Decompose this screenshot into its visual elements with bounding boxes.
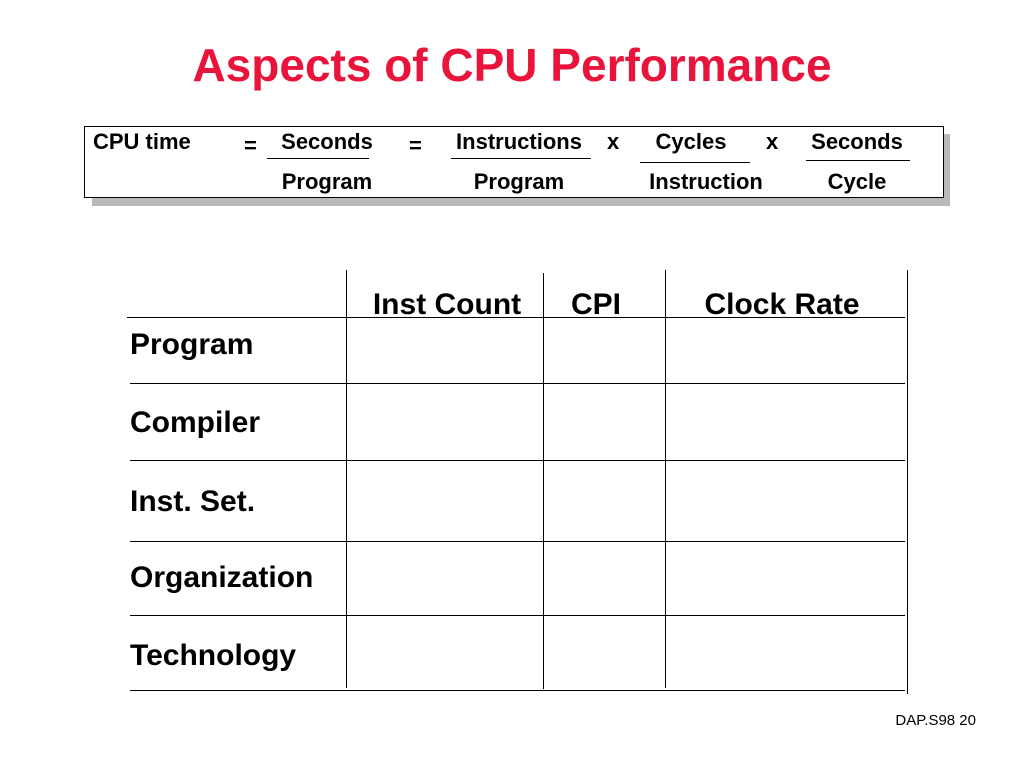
column-header-inst-count: Inst Count (372, 288, 522, 321)
row-header-compiler: Compiler (130, 406, 261, 439)
fraction-3-bar (640, 162, 750, 163)
column-header-clock-rate: Clock Rate (704, 288, 860, 321)
table-divider-4 (907, 270, 908, 694)
table-rule-3 (130, 541, 905, 542)
table-rule-4 (130, 615, 905, 616)
table-divider-2 (543, 273, 544, 689)
slide-title: Aspects of CPU Performance (192, 39, 832, 91)
formula-lhs: CPU time (93, 129, 191, 154)
column-header-cpi: CPI (570, 288, 621, 321)
row-header-inst-set: Inst. Set. (130, 485, 256, 518)
table-rule-header (127, 317, 905, 318)
fraction-2-denominator: Program (473, 169, 565, 194)
table-rule-2 (130, 460, 905, 461)
fraction-4-numerator: Seconds (811, 129, 903, 154)
formula-equals-1: = (244, 133, 257, 158)
table-divider-3 (665, 270, 666, 688)
fraction-4-bar (806, 160, 910, 161)
slide-footer: DAP.S98 20 (895, 712, 976, 729)
row-header-program: Program (130, 328, 254, 361)
fraction-3-numerator: Cycles (655, 129, 727, 154)
fraction-1-bar (267, 158, 369, 159)
fraction-3-denominator: Instruction (649, 169, 763, 194)
row-header-technology: Technology (130, 639, 297, 672)
fraction-2-numerator: Instructions (456, 129, 582, 154)
fraction-2-bar (451, 158, 591, 159)
formula-box (84, 126, 944, 198)
fraction-4-denominator: Cycle (827, 169, 887, 194)
fraction-1-denominator: Program (281, 169, 373, 194)
row-header-organization: Organization (130, 561, 314, 594)
table-rule-bottom (130, 690, 905, 691)
table-divider-1 (346, 270, 347, 688)
formula-times-1: x (607, 129, 620, 154)
formula-equals-2: = (409, 133, 422, 158)
formula-times-2: x (766, 129, 779, 154)
fraction-1-numerator: Seconds (281, 129, 373, 154)
table-rule-1 (130, 383, 905, 384)
